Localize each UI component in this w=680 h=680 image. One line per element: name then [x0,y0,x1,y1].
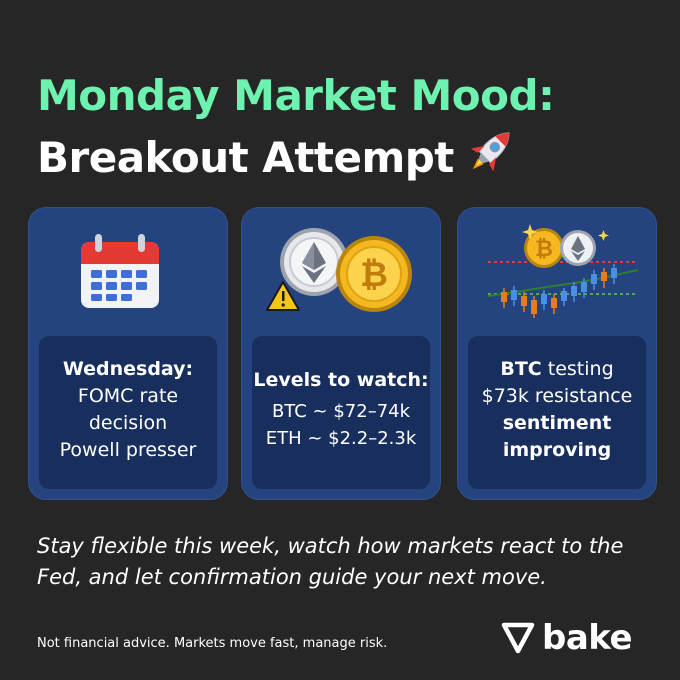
calendar-icon [81,234,159,308]
levels-card: ₿ Levels to watch: BTC ~ $72–74k ETH ~ $… [241,207,441,500]
levels-card-text: Levels to watch: BTC ~ $72–74k ETH ~ $2.… [252,336,430,489]
headline: Monday Market Mood: Breakout Attempt [37,70,555,184]
svg-text:₿: ₿ [360,255,388,295]
disclaimer: Not financial advice. Markets move fast,… [37,636,388,651]
testing-label: testing [541,357,614,380]
headline-line-2-text: Breakout Attempt [37,133,454,182]
headline-line-1: Monday Market Mood: [37,71,555,120]
ethereum-bitcoin-coins-icon: ₿ [266,228,412,312]
btc-level: BTC ~ $72–74k [271,401,411,422]
btc-label: BTC [500,357,542,380]
headline-line-2: Breakout Attempt [37,122,554,184]
resistance-level: $73k resistance [481,384,633,407]
event-line: Powell presser [59,438,197,461]
brand-name: bake [542,618,633,658]
sentiment-card: ₿ BTC testing $73k resistance sentiment … [457,207,657,500]
event-card: Wednesday: FOMC rate decision Powell pre… [28,207,228,500]
rocket-icon [470,132,510,172]
levels-heading: Levels to watch: [253,369,429,391]
bake-logo-icon [501,622,535,654]
candlestick-chart-icon: ₿ [487,224,639,318]
event-line: FOMC rate [77,384,179,407]
event-day: Wednesday: [62,357,194,380]
sentiment-status: improving [502,438,612,461]
brand-logo: bake [500,618,633,658]
eth-level: ETH ~ $2.2–2.3k [265,428,417,449]
sentiment-card-text: BTC testing $73k resistance sentiment im… [468,336,646,489]
event-card-text: Wednesday: FOMC rate decision Powell pre… [39,336,217,489]
svg-text:₿: ₿ [535,237,553,262]
event-line: decision [88,411,168,434]
sentiment-label: sentiment [502,411,612,434]
sentiment-line: BTC testing [500,356,613,383]
closing-message: Stay flexible this week, watch how marke… [37,534,624,589]
